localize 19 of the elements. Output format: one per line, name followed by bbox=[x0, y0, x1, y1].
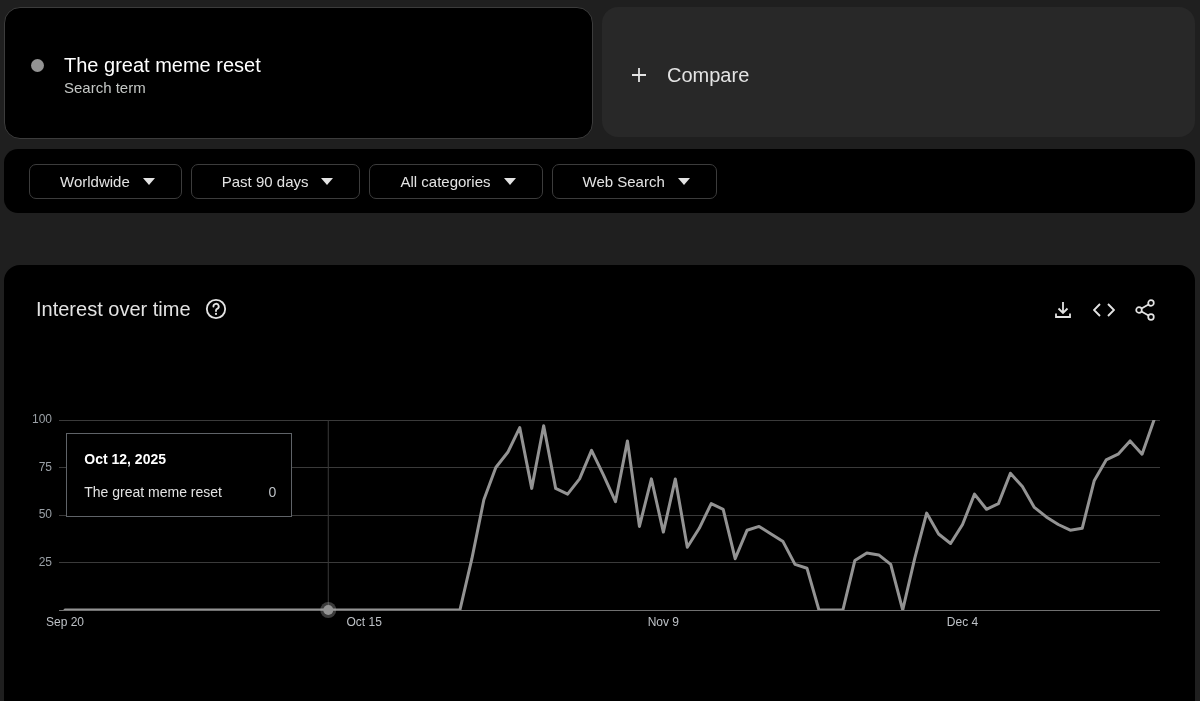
x-tick-label: Oct 15 bbox=[346, 614, 383, 629]
legend-label: The great meme reset bbox=[64, 53, 261, 77]
y-tick-label: 50 bbox=[38, 507, 53, 522]
x-tick-label: Nov 9 bbox=[647, 614, 680, 629]
text: Search term bbox=[64, 79, 146, 97]
annotation: Oct 12, 2025 bbox=[84, 450, 166, 468]
text: Worldwide bbox=[60, 172, 130, 191]
x-tick-label: Dec 4 bbox=[946, 614, 979, 629]
y-tick-label: 75 bbox=[38, 459, 53, 474]
text: All categories bbox=[400, 172, 491, 191]
text: Compare bbox=[667, 63, 750, 87]
text: Past 90 days bbox=[221, 172, 309, 191]
x-tick-label: Sep 20 bbox=[45, 614, 85, 629]
tooltip-box: Oct 12, 2025 The great meme reset 0 bbox=[66, 433, 293, 517]
y-tick-label: 25 bbox=[38, 554, 53, 569]
y-tick-label: 100 bbox=[31, 412, 53, 427]
annotation: 0 bbox=[268, 483, 277, 501]
chart-title: Interest over time bbox=[36, 297, 191, 321]
text: Web Search bbox=[582, 172, 665, 191]
